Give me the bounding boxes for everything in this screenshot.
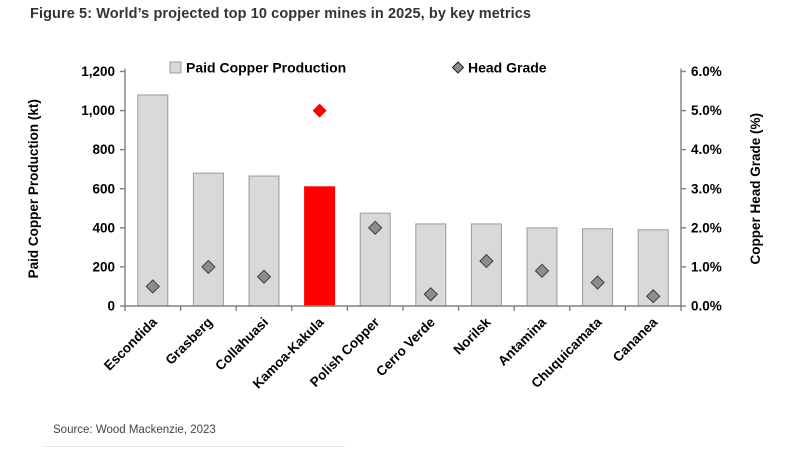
bar-kamoa-kakula — [304, 186, 336, 307]
right-axis-tick: 4.0% — [691, 142, 722, 157]
right-axis-tick: 5.0% — [691, 103, 722, 118]
right-axis-title: Copper Head Grade (%) — [748, 113, 763, 265]
category-label: Cerro Verde — [373, 314, 438, 379]
right-axis-tick: 1.0% — [691, 259, 722, 274]
marker-norilsk — [479, 253, 494, 269]
left-axis-tick: 200 — [92, 259, 115, 274]
bars-group — [137, 94, 669, 307]
legend-square-icon — [169, 61, 182, 74]
marker-cananea — [645, 289, 661, 304]
category-label: Antamina — [495, 314, 549, 368]
category-label: Collahuasi — [212, 315, 271, 374]
bottom-divider — [45, 446, 345, 447]
marker-chuquicamata — [590, 275, 605, 290]
markers-group — [145, 103, 661, 304]
right-axis-tick: 2.0% — [691, 220, 722, 235]
marker-escondida — [145, 279, 161, 294]
legend: Paid Copper Production Head Grade — [169, 60, 547, 76]
marker-kamoa-kakula — [312, 103, 327, 118]
category-label: Grasberg — [162, 315, 215, 368]
marker-antamina — [534, 263, 550, 279]
source-note: Source: Wood Mackenzie, 2023 — [53, 424, 216, 436]
right-axis-tick: 0.0% — [691, 299, 722, 314]
bar-escondida — [137, 94, 169, 307]
bar-chuquicamata — [582, 228, 614, 307]
left-axis-tick: 1,200 — [81, 64, 115, 79]
marker-collahuasi — [256, 269, 272, 284]
right-axis-tick: 3.0% — [691, 181, 722, 196]
marker-polish-copper — [367, 220, 383, 236]
left-axis-tick: 0 — [107, 299, 115, 314]
marker-cerro-verde — [423, 287, 439, 302]
right-axis-tick: 6.0% — [691, 64, 722, 79]
left-axis-tick: 800 — [92, 142, 115, 157]
legend-label: Head Grade — [468, 60, 547, 76]
bar-grasberg — [192, 172, 224, 307]
bar-collahuasi — [248, 175, 280, 307]
tick-labels-group: 0 200 400 600 800 1,000 1,200 0.0% 1.0% 2.0% 3.0% 4… — [81, 64, 722, 314]
bar-polish-copper — [359, 212, 391, 307]
legend-label: Paid Copper Production — [186, 60, 346, 76]
left-axis-tick: 600 — [92, 181, 115, 196]
left-axis-tick: 400 — [92, 220, 115, 235]
axes-group — [120, 68, 686, 311]
category-labels-group: Escondida GrasbergCollahuasiKamoa-KakulaP… — [101, 314, 661, 391]
category-label: Escondida — [101, 314, 160, 373]
left-axis-title: Paid Copper Production (kt) — [26, 99, 41, 278]
legend-diamond-icon — [451, 61, 465, 74]
category-label: Norilsk — [451, 314, 494, 357]
left-axis-tick: 1,000 — [81, 103, 115, 118]
marker-grasberg — [201, 259, 216, 275]
category-label: Cananea — [610, 314, 661, 365]
figure-title: Figure 5: World’s projected top 10 coppe… — [30, 6, 532, 22]
